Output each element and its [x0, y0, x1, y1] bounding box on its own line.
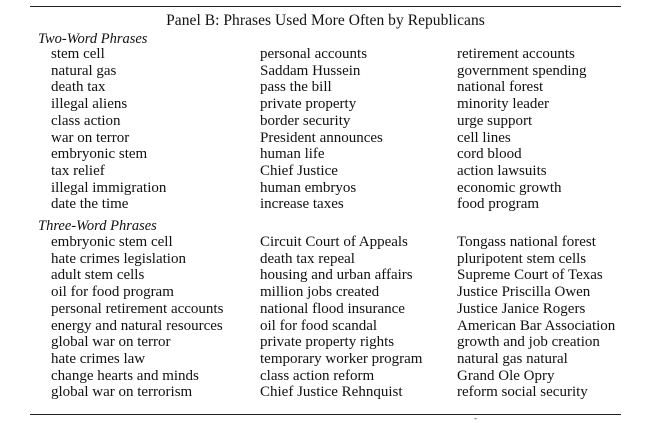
page-edge-mark: -: [474, 413, 477, 423]
phrase-item: American Bar Association: [457, 317, 616, 334]
phrase-item: date the time: [51, 196, 129, 213]
phrase-item: private property rights: [260, 334, 395, 351]
phrase-column-1: embryonic stem cell hate crimes legislati…: [51, 234, 223, 401]
phrase-item: adult stem cells: [51, 267, 145, 284]
phrase-item: private property: [260, 96, 357, 113]
phrase-column-2: personal accounts Saddam Hussein pass the …: [260, 46, 383, 213]
phrase-item: global war on terror: [51, 334, 171, 351]
phrase-column-2: Circuit Court of Appeals death tax repeal…: [260, 234, 422, 401]
panel-title: Panel B: Phrases Used More Often by Repu…: [166, 12, 485, 29]
phrase-item: President announces: [260, 129, 383, 146]
phrase-item: Chief Justice Rehnquist: [260, 384, 403, 401]
section-title-three-word: Three-Word Phrases: [38, 218, 157, 234]
phrase-item: food program: [457, 196, 540, 213]
phrase-column-3: retirement accounts government spending na…: [457, 46, 587, 213]
phrase-item: global war on terrorism: [51, 384, 193, 401]
phrase-item: Circuit Court of Appeals: [260, 234, 408, 250]
phrase-item: personal accounts: [260, 46, 368, 62]
phrase-item: urge support: [457, 112, 533, 129]
phrase-item: personal retirement accounts: [51, 300, 224, 317]
phrase-item: national flood insurance: [260, 300, 405, 317]
phrase-item: war on terror: [51, 129, 130, 146]
top-rule: [30, 6, 621, 7]
phrase-item: national forest: [457, 79, 544, 96]
phrase-item: human life: [260, 146, 325, 163]
phrase-item: temporary worker program: [260, 350, 423, 367]
phrase-item: hate crimes legislation: [51, 250, 186, 267]
phrase-item: housing and urban affairs: [260, 267, 413, 284]
phrase-item: Supreme Court of Texas: [457, 267, 603, 284]
phrase-item: class action reform: [260, 367, 375, 384]
phrase-item: human embryos: [260, 179, 357, 196]
phrase-item: natural gas natural: [457, 350, 568, 367]
phrase-column-1: stem cell natural gas death tax illegal ali…: [51, 46, 166, 213]
phrase-item: Saddam Hussein: [260, 62, 361, 79]
phrase-item: hate crimes law: [51, 350, 146, 367]
phrase-item: Justice Janice Rogers: [457, 300, 586, 317]
phrase-item: reform social security: [457, 384, 588, 401]
phrase-item: pluripotent stem cells: [457, 250, 587, 267]
phrase-item: retirement accounts: [457, 46, 575, 62]
phrase-item: class action: [51, 112, 121, 129]
phrase-item: economic growth: [457, 179, 562, 196]
phrase-item: Chief Justice: [260, 162, 338, 179]
phrase-item: Tongass national forest: [457, 234, 596, 250]
phrase-item: tax relief: [51, 162, 105, 179]
phrase-item: million jobs created: [260, 284, 380, 301]
phrase-item: embryonic stem cell: [51, 234, 173, 250]
bottom-rule: [30, 414, 621, 415]
phrase-item: increase taxes: [260, 196, 344, 213]
phrase-item: government spending: [457, 62, 587, 79]
phrase-item: illegal aliens: [51, 96, 128, 113]
phrase-item: energy and natural resources: [51, 317, 223, 334]
phrase-item: stem cell: [51, 46, 105, 62]
phrase-item: oil for food program: [51, 284, 174, 301]
phrase-item: cord blood: [457, 146, 522, 163]
phrase-item: death tax: [51, 79, 106, 96]
phrase-item: Grand Ole Opry: [457, 367, 555, 384]
phrase-item: embryonic stem: [51, 146, 148, 163]
phrase-item: pass the bill: [260, 79, 332, 96]
phrase-item: natural gas: [51, 62, 117, 79]
phrase-item: cell lines: [457, 129, 511, 146]
phrase-item: growth and job creation: [457, 334, 600, 351]
phrase-item: minority leader: [457, 96, 550, 113]
phrase-item: oil for food scandal: [260, 317, 378, 334]
phrase-item: illegal immigration: [51, 179, 167, 196]
phrase-item: Justice Priscilla Owen: [457, 284, 591, 301]
phrase-item: action lawsuits: [457, 162, 547, 179]
section-title-two-word: Two-Word Phrases: [38, 31, 148, 47]
phrase-item: change hearts and minds: [51, 367, 199, 384]
phrase-item: border security: [260, 112, 351, 129]
phrase-column-3: Tongass national forest pluripotent stem …: [457, 234, 615, 401]
phrase-item: death tax repeal: [260, 250, 355, 267]
